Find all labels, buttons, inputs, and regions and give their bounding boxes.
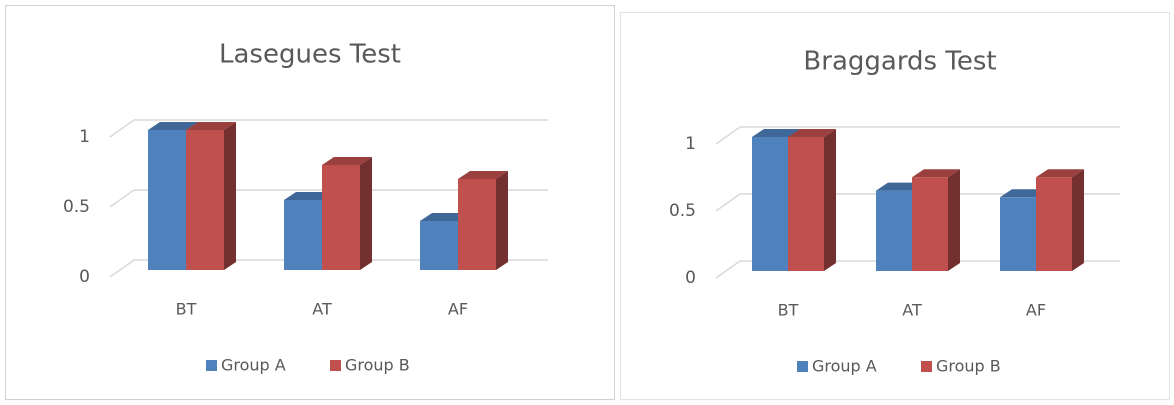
legend-swatch bbox=[921, 361, 932, 372]
bar bbox=[420, 221, 458, 270]
bar bbox=[186, 130, 224, 270]
x-tick-label: AF bbox=[448, 300, 468, 319]
y-tick-label: 1 bbox=[685, 134, 696, 154]
bar-side bbox=[1072, 169, 1084, 271]
y-tick-label: 1 bbox=[79, 127, 90, 147]
legend-swatch bbox=[797, 361, 808, 372]
bar-side bbox=[224, 122, 236, 270]
bar bbox=[458, 179, 496, 270]
bar bbox=[284, 200, 322, 270]
bar bbox=[752, 137, 788, 271]
x-tick-label: AT bbox=[902, 301, 922, 320]
bar bbox=[1036, 177, 1072, 271]
legend-swatch bbox=[330, 360, 341, 371]
x-tick-label: AT bbox=[312, 300, 332, 319]
bar-side bbox=[824, 129, 836, 271]
x-tick-label: AF bbox=[1026, 301, 1046, 320]
bar-top bbox=[788, 129, 836, 137]
y-tick-label: 0.5 bbox=[63, 197, 90, 217]
bar-top bbox=[458, 171, 508, 179]
grid-line bbox=[109, 189, 548, 208]
x-tick-label: BT bbox=[176, 300, 197, 319]
bar bbox=[788, 137, 824, 271]
y-tick-label: 0 bbox=[685, 268, 696, 288]
grid-line bbox=[715, 260, 1120, 279]
x-tick-label: BT bbox=[778, 301, 799, 320]
y-tick-label: 0 bbox=[79, 267, 90, 287]
grid-line bbox=[109, 119, 548, 138]
bar bbox=[148, 130, 186, 270]
bar-side bbox=[948, 169, 960, 271]
legend-label: Group B bbox=[936, 357, 1001, 376]
grid-line bbox=[715, 126, 1120, 145]
bar-top bbox=[420, 213, 470, 221]
chart-title: Braggards Test bbox=[803, 47, 996, 77]
bar-top bbox=[148, 122, 198, 130]
legend-swatch bbox=[206, 360, 217, 371]
bar-top bbox=[186, 122, 236, 130]
bar-top bbox=[912, 169, 960, 178]
bar bbox=[1000, 197, 1036, 271]
bar-top bbox=[1036, 169, 1084, 178]
bar-side bbox=[496, 171, 508, 270]
bar-top bbox=[752, 129, 800, 137]
bar bbox=[876, 190, 912, 271]
bar bbox=[912, 177, 948, 271]
bar-top bbox=[322, 157, 372, 165]
legend-label: Group A bbox=[221, 356, 286, 375]
bar-side bbox=[360, 157, 372, 270]
legend-label: Group B bbox=[345, 356, 410, 375]
grid-line bbox=[109, 259, 548, 278]
y-tick-label: 0.5 bbox=[669, 201, 696, 221]
legend-label: Group A bbox=[812, 357, 877, 376]
bar-top bbox=[284, 192, 334, 200]
chart-title: Lasegues Test bbox=[219, 40, 401, 70]
grid-line bbox=[715, 193, 1120, 212]
bar bbox=[322, 165, 360, 270]
